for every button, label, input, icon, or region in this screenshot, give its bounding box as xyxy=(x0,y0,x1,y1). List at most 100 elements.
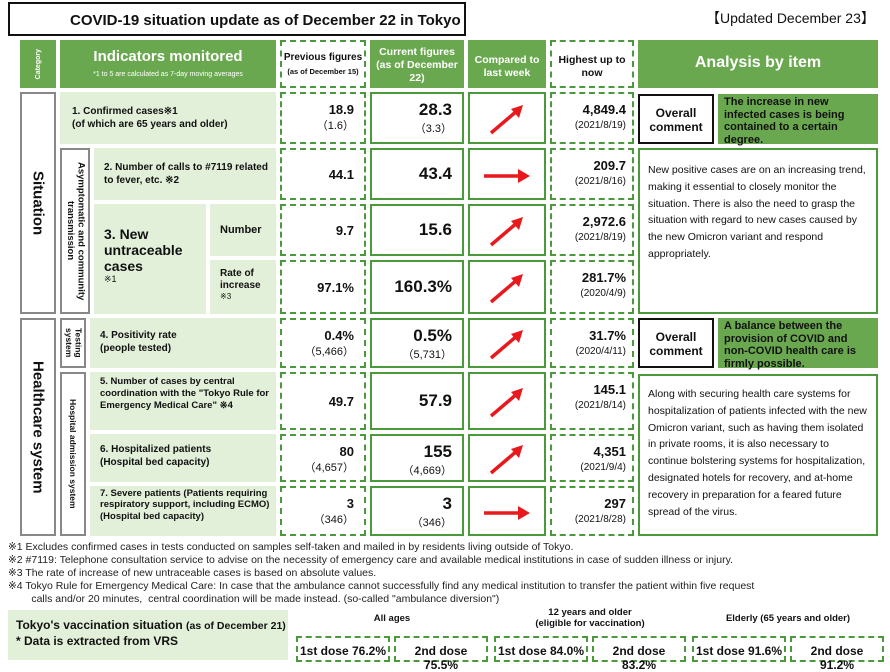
current-value: 0.5% xyxy=(413,326,452,345)
current-value: 28.3 xyxy=(418,100,452,119)
indicators-header: Indicators monitored *1 to 5 are calcula… xyxy=(60,40,276,88)
current-value: 155 xyxy=(423,442,452,461)
highest-date: (2021/9/4) xyxy=(580,462,626,473)
current-cell: 43.4 xyxy=(370,148,464,200)
previous-cell: 97.1% xyxy=(280,260,366,314)
situation-analysis-text: New positive cases are on an increasing … xyxy=(638,148,878,314)
situation-overall-comment: The increase in new infected cases is be… xyxy=(718,94,878,146)
current-cell: 28.3 （3.3） xyxy=(370,92,464,144)
highest-date: (2021/8/19) xyxy=(574,232,626,243)
trend-up-arrow-icon xyxy=(468,204,546,256)
current-value: 43.4 xyxy=(418,164,452,183)
trend-up-arrow-icon xyxy=(468,372,546,430)
footnote-3: ※3 The rate of increase of new untraceab… xyxy=(8,566,377,579)
healthcare-analysis-text: Along with securing health care systems … xyxy=(638,374,878,536)
footnotes: ※1 Excludes confirmed cases in tests con… xyxy=(8,541,888,606)
first-dose-cell: 1st dose 76.2% xyxy=(296,636,390,662)
highest-date: (2021/8/16) xyxy=(574,176,626,187)
vaccination-date: (as of December 21) xyxy=(186,620,286,632)
current-sub: （346） xyxy=(411,517,452,529)
highest-cell: 209.7 (2021/8/16) xyxy=(550,148,634,200)
previous-sub: （5,466） xyxy=(304,346,354,358)
highest-value: 4,849.4 xyxy=(582,102,626,117)
highest-header: Highest up to now xyxy=(550,40,634,88)
previous-value: 0.4% xyxy=(324,328,354,343)
category-header: Category xyxy=(20,40,56,88)
vaccination-title-box: Tokyo's vaccination situation (as of Dec… xyxy=(8,610,288,660)
highest-date: (2021/8/14) xyxy=(574,400,626,411)
current-sub: （4,669） xyxy=(402,465,452,477)
previous-value: 3 xyxy=(346,496,354,511)
vaccination-group-name: All ages xyxy=(373,613,411,624)
previous-sub: （4,657） xyxy=(304,462,354,474)
previous-cell: 49.7 xyxy=(280,372,366,430)
current-sub: （5,731） xyxy=(402,349,452,361)
testing-category: Testing system xyxy=(60,318,86,368)
untraceable-title: 3. New untraceable cases xyxy=(104,226,183,275)
page-title: COVID-19 situation update as of December… xyxy=(8,2,466,36)
healthcare-overall-comment: A balance between the provision of COVID… xyxy=(718,318,878,370)
highest-cell: 4,849.4 (2021/8/19) xyxy=(550,92,634,144)
situation-overall-label: Overall comment xyxy=(638,94,714,144)
previous-value: 44.1 xyxy=(328,167,354,182)
compared-header: Compared to last week xyxy=(468,40,546,88)
indicator-3-number: Number xyxy=(210,204,276,256)
second-dose-cell: 2nd dose 91.2% xyxy=(790,636,884,672)
current-sub: （3.3） xyxy=(414,123,452,135)
previous-value: 9.7 xyxy=(335,223,354,238)
updated-date: 【Updated December 23】 xyxy=(706,10,875,26)
trend-flat-arrow-icon xyxy=(468,148,546,200)
healthcare-category: Healthcare system xyxy=(20,318,56,536)
current-cell: 57.9 xyxy=(370,372,464,430)
analysis-header: Analysis by item xyxy=(638,40,878,88)
hospital-category: Hospital admission system xyxy=(60,372,86,536)
current-cell: 160.3% xyxy=(370,260,464,314)
indicator-7: 7. Severe patients (Patients requiring r… xyxy=(90,486,276,536)
highest-cell: 4,351 (2021/9/4) xyxy=(550,434,634,482)
previous-sub: （346） xyxy=(313,514,354,526)
footnote-4-cont: calls and/or 20 minutes, central coordin… xyxy=(8,592,500,605)
highest-cell: 281.7% (2020/4/9) xyxy=(550,260,634,314)
second-dose-cell: 2nd dose 75.5% xyxy=(394,636,488,672)
current-value: 57.9 xyxy=(418,391,452,410)
footnote-2: ※2 #7119: Telephone consultation service… xyxy=(8,553,733,566)
first-dose-cell: 1st dose 84.0% xyxy=(494,636,588,662)
first-dose-cell: 1st dose 91.6% xyxy=(692,636,786,662)
highest-value: 2,972.6 xyxy=(582,214,626,229)
trend-up-arrow-icon xyxy=(468,260,546,314)
previous-cell: 0.4% （5,466） xyxy=(280,318,366,368)
previous-cell: 44.1 xyxy=(280,148,366,200)
previous-value: 97.1% xyxy=(317,280,354,295)
highest-cell: 145.1 (2021/8/14) xyxy=(550,372,634,430)
indicator-6: 6. Hospitalized patients (Hospital bed c… xyxy=(90,434,276,482)
highest-value: 4,351 xyxy=(593,444,626,459)
previous-cell: 80 （4,657） xyxy=(280,434,366,482)
indicator-3: 3. New untraceable cases ※1 xyxy=(94,204,206,314)
trend-flat-arrow-icon xyxy=(468,486,546,536)
previous-cell: 3 （346） xyxy=(280,486,366,536)
indicator-1: 1. Confirmed cases※1 (of which are 65 ye… xyxy=(60,92,276,144)
current-header: Current figures (as of December 22) xyxy=(370,40,464,88)
asymptomatic-category: Asymptomatic and community transmission xyxy=(60,148,90,314)
highest-cell: 2,972.6 (2021/8/19) xyxy=(550,204,634,256)
untraceable-note: ※1 xyxy=(104,274,117,285)
footnote-4: ※4 Tokyo Rule for Emergency Medical Care… xyxy=(8,579,755,592)
indicator-3-rate: Rate of increase ※3 xyxy=(210,260,276,314)
current-value: 160.3% xyxy=(394,277,452,296)
vaccination-group-name: Elderly (65 years and older) xyxy=(725,613,851,624)
current-cell: 155 （4,669） xyxy=(370,434,464,482)
highest-cell: 31.7% (2020/4/11) xyxy=(550,318,634,368)
highest-value: 145.1 xyxy=(593,382,626,397)
trend-up-arrow-icon xyxy=(468,92,546,144)
previous-value: 80 xyxy=(339,444,354,459)
current-value: 15.6 xyxy=(418,220,452,239)
current-cell: 15.6 xyxy=(370,204,464,256)
current-cell: 3 （346） xyxy=(370,486,464,536)
highest-value: 297 xyxy=(604,496,626,511)
highest-value: 209.7 xyxy=(593,158,626,173)
previous-sub: （1.6） xyxy=(316,120,354,132)
indicator-5: 5. Number of cases by central coordinati… xyxy=(90,372,276,430)
previous-cell: 9.7 xyxy=(280,204,366,256)
highest-date: (2020/4/9) xyxy=(580,288,626,299)
second-dose-cell: 2nd dose 83.2% xyxy=(592,636,686,672)
